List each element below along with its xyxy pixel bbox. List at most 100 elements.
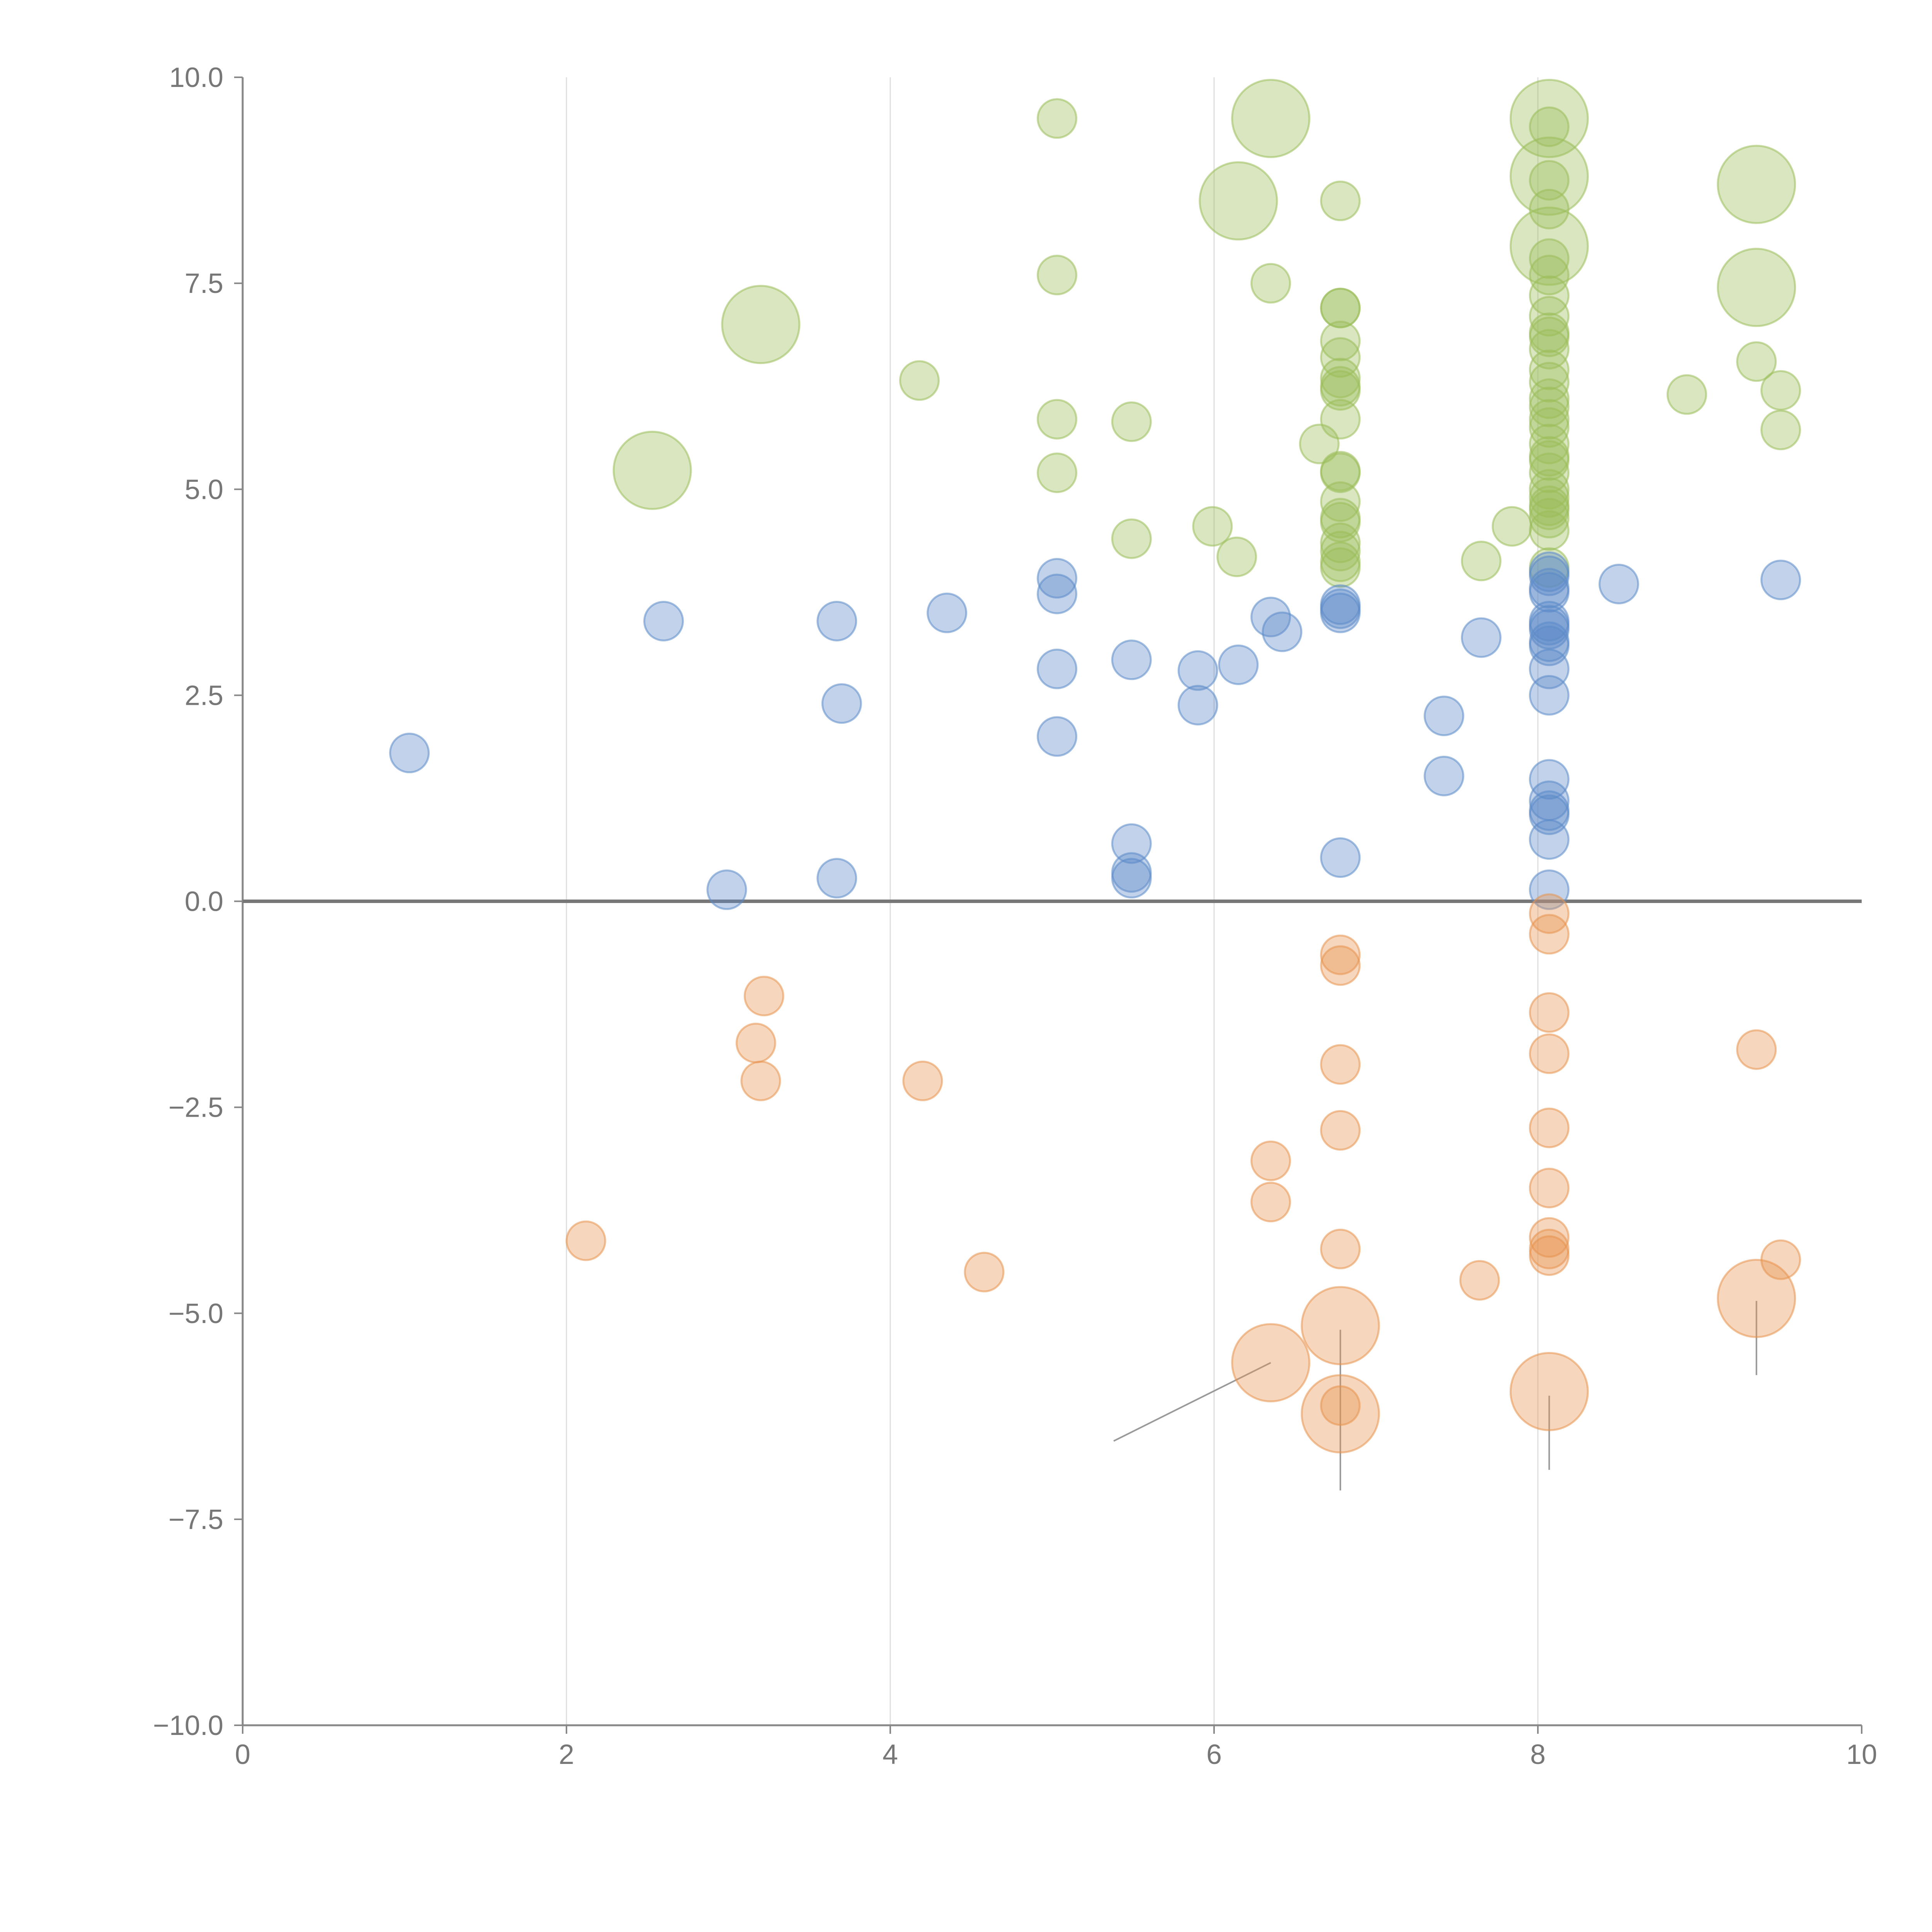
y-tick-label: 2.5 <box>185 680 223 711</box>
data-point-high <box>1320 320 1361 361</box>
data-point-high <box>1529 407 1570 448</box>
data-point-low <box>1529 869 1570 910</box>
data-point-negative <box>743 976 784 1017</box>
data-point-negative <box>1301 1374 1380 1454</box>
data-point-low <box>1529 625 1570 666</box>
data-point-negative <box>1320 1385 1361 1426</box>
data-point-high <box>1111 518 1152 559</box>
data-point-high <box>1509 136 1589 216</box>
data-point-high <box>1216 536 1257 577</box>
data-point-low <box>1529 555 1570 596</box>
data-point-high <box>1529 106 1570 147</box>
data-point-high <box>1461 541 1502 582</box>
data-point-negative <box>1529 1217 1570 1258</box>
data-point-high <box>1320 180 1361 221</box>
data-point-low <box>1111 823 1152 864</box>
data-point-negative <box>1529 893 1570 934</box>
data-point-low <box>1037 558 1078 599</box>
data-point-high <box>1320 481 1361 522</box>
data-point-low <box>1320 592 1361 633</box>
data-point-negative <box>1320 934 1361 975</box>
data-point-low <box>816 858 857 899</box>
data-point-high <box>1736 341 1777 382</box>
y-tick-label: 10.0 <box>169 62 223 93</box>
data-point-negative <box>1320 1228 1361 1269</box>
y-tick-label: −2.5 <box>168 1092 223 1123</box>
data-point-high <box>1199 161 1278 241</box>
data-point-negative <box>1231 1323 1311 1403</box>
data-point-low <box>1218 644 1259 685</box>
data-point-low <box>1037 573 1078 614</box>
data-point-high <box>1529 378 1570 419</box>
leader-layer <box>1113 1301 1757 1491</box>
data-point-negative <box>740 1060 781 1101</box>
data-point-high <box>1037 399 1078 440</box>
data-point-high <box>1717 145 1796 224</box>
data-point-low <box>821 683 862 724</box>
data-point-high <box>1717 248 1796 327</box>
x-tick-label: 2 <box>559 1739 574 1770</box>
data-point-low <box>1529 759 1570 800</box>
data-point-negative <box>1509 1352 1589 1431</box>
data-point-negative <box>1250 1182 1291 1223</box>
data-point-low <box>1177 685 1218 726</box>
data-point-low <box>1461 617 1502 658</box>
data-point-high <box>1320 531 1361 571</box>
data-point-negative <box>1529 992 1570 1033</box>
data-point-low <box>816 600 857 641</box>
data-point-negative <box>735 1022 776 1063</box>
data-point-high <box>1529 255 1570 296</box>
data-point-high <box>1037 452 1078 493</box>
data-point-high <box>1529 238 1570 279</box>
label-leader-line <box>1113 1362 1271 1442</box>
data-point-high <box>1529 477 1570 518</box>
axis-layer <box>234 77 1862 1734</box>
y-tick-label: −5.0 <box>168 1298 223 1329</box>
data-point-low <box>1037 648 1078 689</box>
data-point-low <box>1529 675 1570 716</box>
data-point-low <box>1262 611 1303 652</box>
data-point-low <box>1599 563 1639 604</box>
data-point-low <box>1760 560 1801 600</box>
data-point-high <box>1666 374 1707 415</box>
data-point-negative <box>964 1252 1005 1293</box>
data-point-high <box>1529 316 1570 357</box>
data-point-high <box>1529 510 1570 551</box>
data-point-high <box>1529 490 1570 531</box>
data-point-negative <box>1459 1260 1500 1301</box>
data-point-high <box>721 285 801 364</box>
data-point-negative <box>1320 945 1361 986</box>
data-point-low <box>1423 755 1464 796</box>
data-point-negative <box>1529 1033 1570 1074</box>
data-point-negative <box>1736 1029 1777 1070</box>
data-point-high <box>1320 287 1361 328</box>
data-point-high <box>1529 275 1570 316</box>
data-point-negative <box>1320 1044 1361 1085</box>
data-point-high <box>1320 547 1361 588</box>
data-point-low <box>1037 716 1078 757</box>
x-tick-label: 6 <box>1206 1739 1222 1770</box>
data-point-high <box>1529 296 1570 337</box>
data-point-low <box>927 592 968 633</box>
data-point-high <box>1509 206 1589 286</box>
data-point-negative <box>1320 1110 1361 1151</box>
data-point-high <box>1529 329 1570 370</box>
data-point-negative <box>1301 1286 1380 1366</box>
data-point-high <box>1529 399 1570 440</box>
tick-label-layer: 0 2 4 6 8 10 10.0 7.5 5.0 2.5 0.0 −2.5 −5.0 −7.5 −10.0 <box>153 62 1877 1770</box>
data-point-low <box>706 869 747 910</box>
data-point-high <box>1529 189 1570 230</box>
data-point-high <box>1250 263 1291 304</box>
y-tick-label: 7.5 <box>185 268 223 299</box>
data-point-high <box>1320 452 1361 493</box>
data-point-high <box>1760 370 1801 411</box>
data-point-low <box>389 733 430 774</box>
data-point-low <box>1111 639 1152 680</box>
data-point-high <box>899 360 940 401</box>
data-point-low <box>1423 696 1464 736</box>
data-point-high <box>1760 410 1801 451</box>
data-point-high <box>1111 401 1152 442</box>
x-tick-label: 4 <box>883 1739 898 1770</box>
y-tick-label: 0.0 <box>185 886 223 917</box>
